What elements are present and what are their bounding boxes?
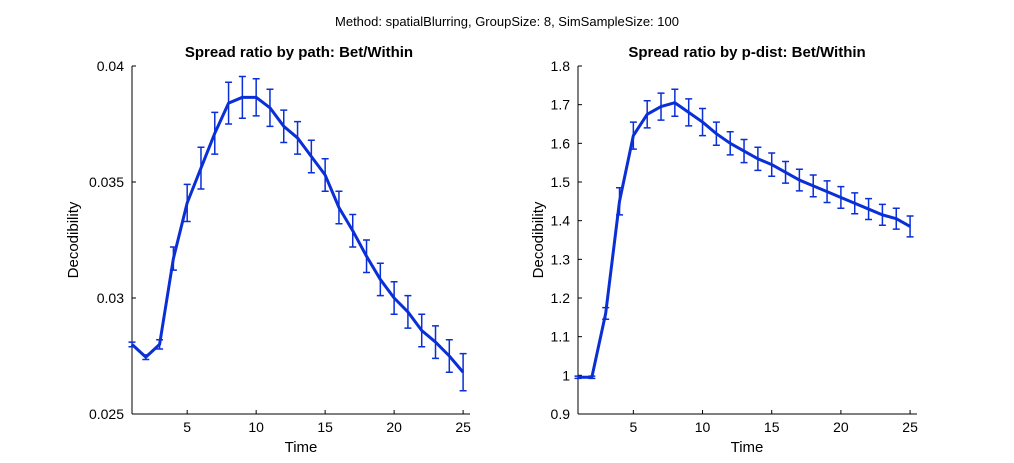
x-tick-label: 15 [317, 419, 333, 435]
x-tick-label: 15 [764, 419, 780, 435]
x-tick-label: 10 [695, 419, 711, 435]
y-tick-label: 1.3 [551, 251, 571, 267]
y-tick-label: 0.035 [89, 174, 124, 190]
y-tick-label: 0.025 [89, 406, 124, 422]
x-tick-label: 10 [248, 419, 264, 435]
y-tick-label: 1 [562, 367, 570, 383]
y-tick-label: 1.5 [551, 174, 571, 190]
x-tick-label: 5 [183, 419, 191, 435]
x-tick-label: 20 [386, 419, 402, 435]
y-tick-label: 1.2 [551, 290, 571, 306]
chart-title: Spread ratio by p-dist: Bet/Within [628, 44, 865, 61]
series-line [578, 101, 911, 379]
x-tick-label: 25 [902, 419, 918, 435]
chart-panel-path: Spread ratio by path: Bet/Within Time De… [65, 44, 471, 456]
error-bar [459, 352, 467, 392]
y-tick-label: 1.1 [551, 329, 571, 345]
y-tick-label: 1.7 [551, 97, 571, 113]
x-tick-label: 5 [629, 419, 637, 435]
y-tick-label: 1.4 [551, 213, 571, 229]
y-tick-label: 0.04 [97, 58, 124, 74]
x-tick-label: 20 [833, 419, 849, 435]
y-axis-label: Decodibility [65, 201, 82, 278]
y-tick-label: 0.03 [97, 290, 124, 306]
y-tick-label: 1.6 [551, 135, 571, 151]
error-bar [906, 215, 914, 238]
x-axis-label: Time [285, 439, 318, 456]
y-tick-label: 0.9 [551, 406, 571, 422]
x-tick-label: 25 [455, 419, 471, 435]
chart-title: Spread ratio by path: Bet/Within [185, 44, 413, 61]
x-axis-label: Time [731, 439, 764, 456]
series-line [130, 95, 465, 374]
chart-panel-pdist: Spread ratio by p-dist: Bet/Within Time … [530, 44, 918, 456]
y-axis-label: Decodibility [530, 201, 547, 278]
y-tick-label: 1.8 [551, 58, 571, 74]
figure-suptitle: Method: spatialBlurring, GroupSize: 8, S… [335, 14, 679, 29]
